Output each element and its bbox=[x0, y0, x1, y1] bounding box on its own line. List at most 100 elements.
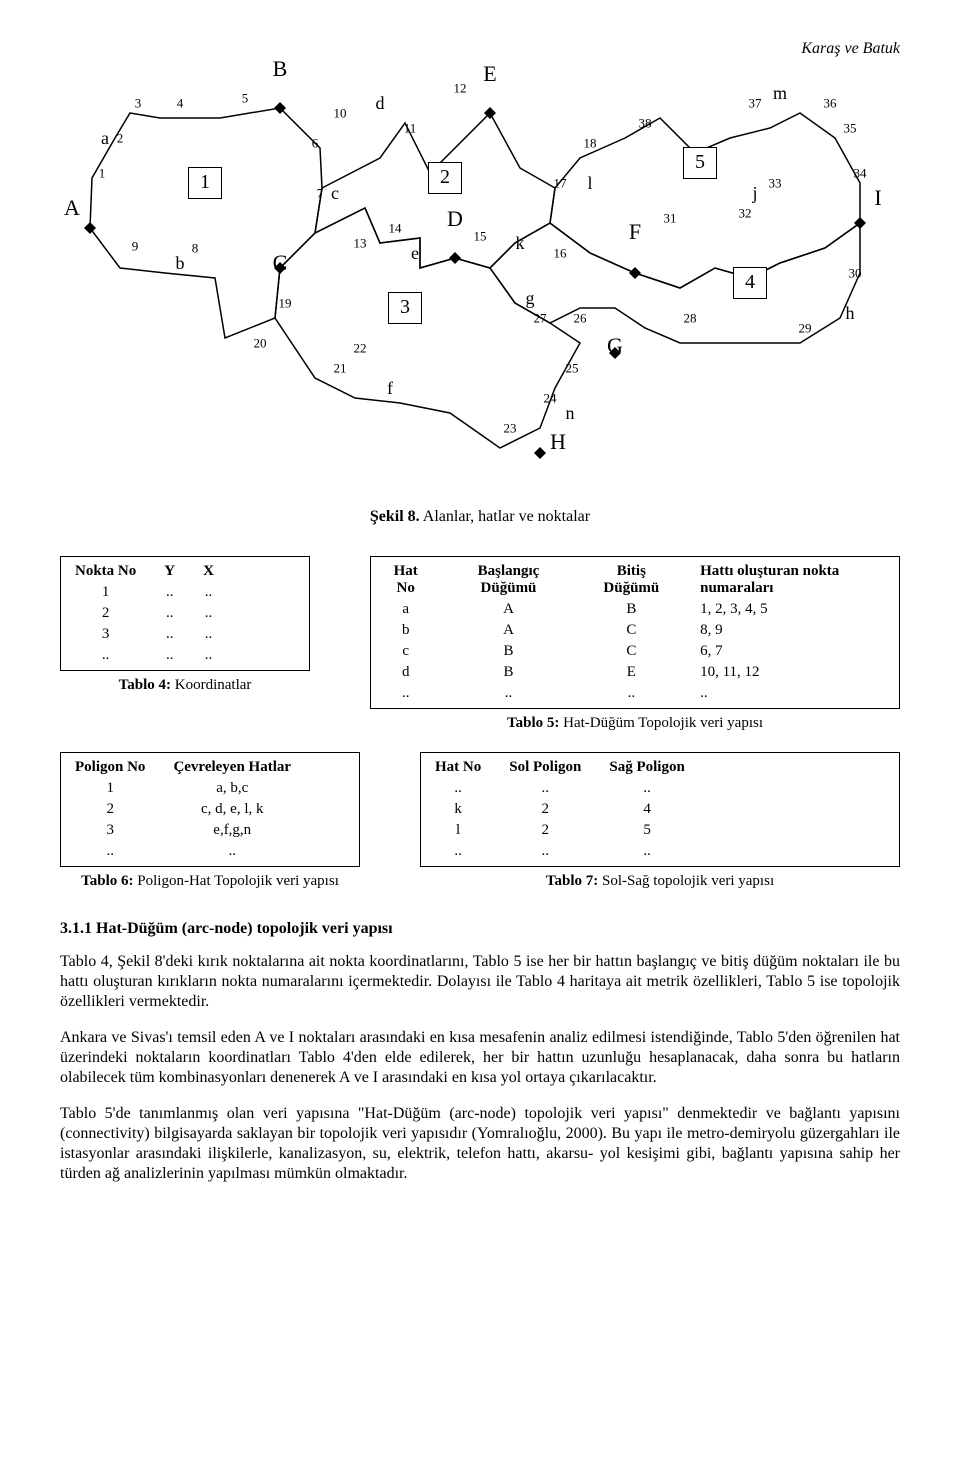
table-cell: 3 bbox=[61, 820, 159, 841]
table5-caption: Tablo 5: Hat-Düğüm Topolojik veri yapısı bbox=[370, 715, 900, 732]
table-row: 3.... bbox=[61, 624, 228, 645]
vertex-number: 2 bbox=[117, 132, 124, 145]
vertex-number: 3 bbox=[135, 97, 142, 110]
table-row: .... bbox=[61, 841, 305, 862]
vertex-number: 20 bbox=[254, 337, 267, 350]
table-cell: 1 bbox=[61, 582, 150, 603]
vertex-number: 27 bbox=[534, 312, 547, 325]
table4-caption-bold: Tablo 4: bbox=[119, 677, 171, 693]
edge-label: j bbox=[752, 184, 757, 202]
table6-caption-bold: Tablo 6: bbox=[81, 873, 133, 889]
paragraph-1: Tablo 4, Şekil 8'deki kırık noktalarına … bbox=[60, 952, 900, 1012]
region-polygon bbox=[550, 113, 860, 288]
table-row: cBC6, 7 bbox=[371, 641, 899, 662]
vertex-number: 6 bbox=[312, 137, 319, 150]
vertex-number: 23 bbox=[504, 422, 517, 435]
vertex-number: 17 bbox=[554, 177, 567, 190]
table6-frame: Poligon NoÇevreleyen Hatlar1a, b,c2c, d,… bbox=[60, 752, 360, 867]
edge-label: f bbox=[387, 379, 393, 397]
table-cell: .. bbox=[189, 645, 228, 666]
polygon-box-label: 5 bbox=[683, 147, 717, 179]
table-cell: .. bbox=[61, 645, 150, 666]
vertex-number: 32 bbox=[739, 207, 752, 220]
table-cell: l bbox=[421, 820, 495, 841]
vertex-number: 16 bbox=[554, 247, 567, 260]
table-header: Hattı oluşturan nokta numaraları bbox=[686, 561, 899, 599]
table7: Hat NoSol PoligonSağ Poligon......k24l25… bbox=[421, 757, 699, 862]
vertex-number: 10 bbox=[334, 107, 347, 120]
table-cell: .. bbox=[595, 778, 698, 799]
edge-label: g bbox=[526, 289, 535, 307]
vertex-number: 25 bbox=[566, 362, 579, 375]
vertex-number: 37 bbox=[749, 97, 762, 110]
table-row: ...... bbox=[421, 778, 699, 799]
table-cell: .. bbox=[150, 582, 189, 603]
table-cell: 2 bbox=[495, 820, 595, 841]
vertex-number: 36 bbox=[824, 97, 837, 110]
table-cell: .. bbox=[189, 582, 228, 603]
node-label: B bbox=[273, 58, 288, 80]
edge-label: c bbox=[331, 184, 339, 202]
table-cell: 2 bbox=[495, 799, 595, 820]
table4-frame: Nokta NoYX1....2....3.......... bbox=[60, 556, 310, 671]
tables-row-1: Nokta NoYX1....2....3.......... Tablo 4:… bbox=[60, 556, 900, 732]
vertex-number: 19 bbox=[279, 297, 292, 310]
paragraph-2: Ankara ve Sivas'ı temsil eden A ve I nok… bbox=[60, 1028, 900, 1088]
vertex-number: 22 bbox=[354, 342, 367, 355]
table7-caption-bold: Tablo 7: bbox=[546, 873, 598, 889]
edge-label: b bbox=[176, 254, 185, 272]
table-cell: a, b,c bbox=[159, 778, 305, 799]
table-cell: .. bbox=[421, 841, 495, 862]
table-header: Hat No bbox=[421, 757, 495, 778]
table-cell: b bbox=[371, 620, 440, 641]
vertex-number: 29 bbox=[799, 322, 812, 335]
vertex-number: 35 bbox=[844, 122, 857, 135]
table-cell: 1 bbox=[61, 778, 159, 799]
table-row: aAB1, 2, 3, 4, 5 bbox=[371, 599, 899, 620]
vertex-number: 4 bbox=[177, 97, 184, 110]
table7-caption: Tablo 7: Sol-Sağ topolojik veri yapısı bbox=[420, 873, 900, 890]
table7-block: Hat NoSol PoligonSağ Poligon......k24l25… bbox=[420, 752, 900, 890]
table-row: dBE10, 11, 12 bbox=[371, 662, 899, 683]
table5-frame: Hat NoBaşlangıç DüğümüBitiş DüğümüHattı … bbox=[370, 556, 900, 709]
edge-label: m bbox=[773, 84, 787, 102]
node-label: I bbox=[874, 187, 881, 209]
vertex-number: 12 bbox=[454, 82, 467, 95]
table-cell: .. bbox=[189, 624, 228, 645]
table-cell: d bbox=[371, 662, 440, 683]
table-cell: B bbox=[440, 641, 576, 662]
table-cell: 2 bbox=[61, 603, 150, 624]
table6: Poligon NoÇevreleyen Hatlar1a, b,c2c, d,… bbox=[61, 757, 305, 862]
table-cell: e,f,g,n bbox=[159, 820, 305, 841]
table-header: Poligon No bbox=[61, 757, 159, 778]
table-cell: .. bbox=[440, 683, 576, 704]
table-row: 2.... bbox=[61, 603, 228, 624]
vertex-number: 24 bbox=[544, 392, 557, 405]
edge-label: l bbox=[587, 174, 592, 192]
table-cell: 4 bbox=[595, 799, 698, 820]
table-header: Sağ Poligon bbox=[595, 757, 698, 778]
vertex-number: 18 bbox=[584, 137, 597, 150]
edge-label: e bbox=[411, 244, 419, 262]
polygon-box-label: 3 bbox=[388, 292, 422, 324]
table-row: 1.... bbox=[61, 582, 228, 603]
vertex-number: 38 bbox=[639, 117, 652, 130]
table-row: 2c, d, e, l, k bbox=[61, 799, 305, 820]
table-header: Bitiş Düğümü bbox=[577, 561, 687, 599]
table-cell: B bbox=[577, 599, 687, 620]
table-cell: c, d, e, l, k bbox=[159, 799, 305, 820]
table-cell: .. bbox=[371, 683, 440, 704]
table-cell: .. bbox=[495, 778, 595, 799]
table-cell: 1, 2, 3, 4, 5 bbox=[686, 599, 899, 620]
table-row: 1a, b,c bbox=[61, 778, 305, 799]
edge-label: k bbox=[516, 234, 525, 252]
node-label: E bbox=[483, 63, 496, 85]
table4-caption-text: Koordinatlar bbox=[171, 677, 251, 693]
region-polygon bbox=[275, 208, 580, 448]
table-cell: 6, 7 bbox=[686, 641, 899, 662]
section-heading: 3.1.1 Hat-Düğüm (arc-node) topolojik ver… bbox=[60, 920, 900, 938]
table-header: X bbox=[189, 561, 228, 582]
vertex-number: 21 bbox=[334, 362, 347, 375]
vertex-number: 30 bbox=[849, 267, 862, 280]
table-header: Y bbox=[150, 561, 189, 582]
